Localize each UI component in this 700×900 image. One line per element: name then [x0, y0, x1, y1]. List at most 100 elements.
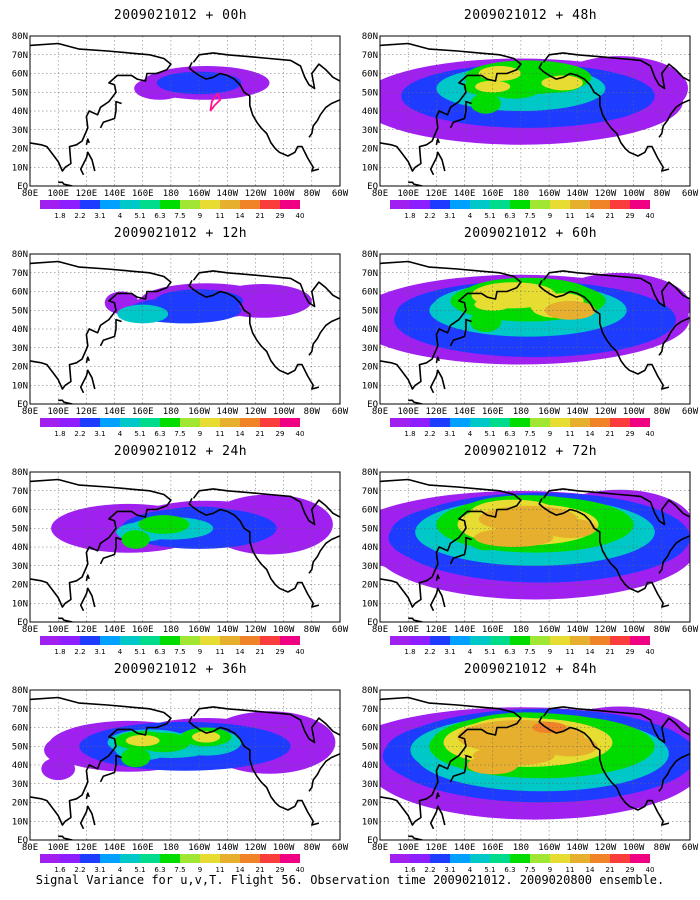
colorbar: 1.8 2.2 3.1 4 5.1 6.3 7.5 9 11 14 21 29 40: [390, 200, 654, 220]
coastline: [308, 753, 340, 792]
y-tick-label: 60N: [362, 70, 378, 80]
x-tick-label: 140W: [216, 625, 238, 635]
variance-contour: [121, 530, 150, 549]
colorbar-swatch: [260, 636, 280, 645]
colorbar-label: 14: [586, 866, 595, 874]
coastline: [435, 792, 440, 799]
colorbar-swatch: [590, 200, 610, 209]
x-tick-label: 140W: [566, 189, 588, 199]
y-tick-label: 50N: [12, 524, 28, 534]
x-tick-label: 60W: [332, 189, 349, 199]
colorbar-label: 4: [468, 866, 473, 874]
colorbar: 1.8 2.2 3.1 4 5.1 6.3 7.5 9 11 14 21 29 40: [40, 636, 305, 656]
colorbar-swatch: [220, 200, 240, 209]
coastline: [408, 399, 423, 404]
x-tick-label: 120W: [245, 625, 267, 635]
panel-title: 2009021012 + 60h: [463, 226, 598, 241]
x-tick-label: 180: [163, 189, 179, 199]
colorbar-label: 40: [296, 648, 305, 656]
colorbar-label: 7.5: [174, 866, 185, 874]
x-tick-label: 160W: [538, 407, 560, 417]
variance-map: 80E 100E 120E 140E 160E 180 160W 140W 120W 100W 80…: [362, 686, 699, 853]
x-tick-label: 60W: [682, 625, 699, 635]
map-panel: 2009021012 + 00h 80E 100E 120E 140E 160E 180 16…: [8, 8, 353, 223]
map-frame: [29, 689, 341, 841]
colorbar-swatch: [490, 636, 510, 645]
colorbar-label: 29: [626, 212, 635, 220]
colorbar-label: 7.5: [174, 212, 185, 220]
colorbar-label: 1.6: [404, 866, 416, 874]
coastline: [435, 356, 440, 363]
x-tick-label: 140E: [104, 189, 126, 199]
colorbar-label: 21: [606, 212, 615, 220]
variance-contour: [543, 75, 583, 91]
colorbar-label: 9: [548, 648, 552, 656]
x-tick-label: 60W: [332, 407, 349, 417]
colorbar-swatch: [180, 636, 200, 645]
coastline: [30, 478, 172, 608]
x-tick-label: 120W: [595, 843, 617, 853]
x-tick-label: 100W: [623, 189, 645, 199]
x-tick-label: 80E: [22, 625, 38, 635]
x-tick-label: 140W: [216, 189, 238, 199]
coastline: [79, 805, 96, 830]
x-tick-label: 100E: [47, 407, 69, 417]
colorbar-label: 9: [548, 430, 552, 438]
colorbar-label: 29: [276, 212, 285, 220]
colorbar-label: 2.2: [74, 212, 85, 220]
colorbar-swatch: [120, 200, 140, 209]
colorbar-swatch: [490, 854, 510, 863]
colorbar-swatch: [80, 418, 100, 427]
x-tick-label: 160W: [538, 843, 560, 853]
colorbar-label: 7.5: [524, 212, 535, 220]
colorbar-swatch: [100, 418, 120, 427]
colorbar-swatch: [490, 418, 510, 427]
colorbar-swatch: [60, 854, 80, 863]
colorbar-swatch: [80, 636, 100, 645]
coastline: [30, 260, 172, 390]
x-tick-label: 100W: [623, 843, 645, 853]
colorbar: 1.6 2.2 3.1 4 5.1 6.3 7.5 9 11 14 21 29 40: [390, 854, 654, 874]
x-tick-label: 180: [513, 625, 529, 635]
colorbar-swatch: [390, 636, 410, 645]
colorbar: 1.6 2.2 3.1 4 5.1 6.3 7.5 9 11 14 21 29 40: [40, 854, 304, 874]
colorbar-label: 2.2: [424, 866, 435, 874]
x-tick-label: 160E: [132, 189, 154, 199]
y-tick-label: 40N: [362, 761, 378, 771]
colorbar-swatch: [550, 200, 570, 209]
colorbar-swatch: [240, 636, 260, 645]
coastline: [99, 754, 122, 783]
x-tick-label: 160E: [482, 625, 504, 635]
map-background: [30, 36, 340, 186]
coastline: [85, 574, 90, 581]
colorbar-swatch: [200, 200, 220, 209]
x-tick-label: 140W: [216, 407, 238, 417]
colorbar-label: 14: [586, 648, 595, 656]
colorbar-label: 21: [256, 866, 265, 874]
colorbar-label: 5.1: [134, 866, 145, 874]
colorbar-swatch: [450, 854, 470, 863]
coastline: [658, 99, 690, 138]
variance-contour: [156, 71, 242, 95]
colorbar-swatch: [140, 200, 160, 209]
colorbar-swatch: [610, 200, 630, 209]
colorbar-label: 5.1: [134, 212, 145, 220]
colorbar-swatch: [260, 418, 280, 427]
colorbar-swatch: [530, 200, 550, 209]
coastline: [85, 138, 90, 145]
x-tick-label: 120E: [426, 407, 448, 417]
x-tick-label: 140E: [454, 189, 476, 199]
colorbar-label: 1.6: [54, 866, 66, 874]
colorbar-swatch: [550, 636, 570, 645]
x-tick-label: 100W: [273, 407, 295, 417]
x-tick-label: 140E: [104, 625, 126, 635]
x-tick-label: 60W: [682, 407, 699, 417]
x-tick-label: 100E: [47, 843, 69, 853]
colorbar-label: 40: [646, 430, 655, 438]
x-tick-label: 60W: [332, 625, 349, 635]
x-tick-label: 100E: [47, 625, 69, 635]
x-tick-label: 160W: [538, 625, 560, 635]
coastline: [380, 260, 522, 390]
x-tick-label: 80W: [654, 843, 671, 853]
colorbar-swatch: [180, 200, 200, 209]
